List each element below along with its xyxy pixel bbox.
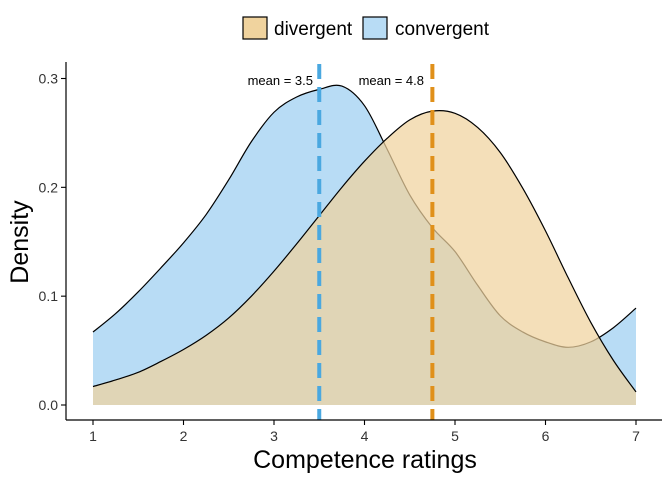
y-axis-title: Density bbox=[6, 200, 34, 284]
x-tick-label: 3 bbox=[270, 428, 278, 444]
mean-label-convergent: mean = 3.5 bbox=[248, 73, 313, 88]
x-tick-label: 5 bbox=[451, 428, 459, 444]
x-tick-label: 7 bbox=[632, 428, 640, 444]
y-tick-label: 0.0 bbox=[39, 397, 59, 413]
plot-area bbox=[92, 64, 637, 420]
y-tick-label: 0.3 bbox=[39, 71, 59, 87]
y-tick-label: 0.1 bbox=[39, 288, 59, 304]
x-tick-label: 4 bbox=[361, 428, 369, 444]
x-tick-label: 6 bbox=[542, 428, 550, 444]
x-axis-title: Competence ratings bbox=[253, 446, 477, 474]
y-tick-label: 0.2 bbox=[39, 179, 59, 195]
mean-label-divergent: mean = 4.8 bbox=[359, 73, 424, 88]
density-line-divergent bbox=[92, 110, 637, 393]
density-area-divergent bbox=[93, 110, 636, 405]
x-tick-label: 1 bbox=[89, 428, 97, 444]
legend-key-convergent bbox=[362, 16, 388, 40]
x-tick-label: 2 bbox=[180, 428, 188, 444]
axis-ticks: 1 2 3 4 5 6 7 0.0 0.1 0.2 0.3 bbox=[39, 71, 641, 445]
legend: divergent convergent bbox=[242, 16, 490, 40]
legend-key-divergent bbox=[242, 16, 268, 40]
legend-label-divergent: divergent bbox=[274, 19, 353, 40]
legend-label-convergent: convergent bbox=[395, 19, 490, 40]
